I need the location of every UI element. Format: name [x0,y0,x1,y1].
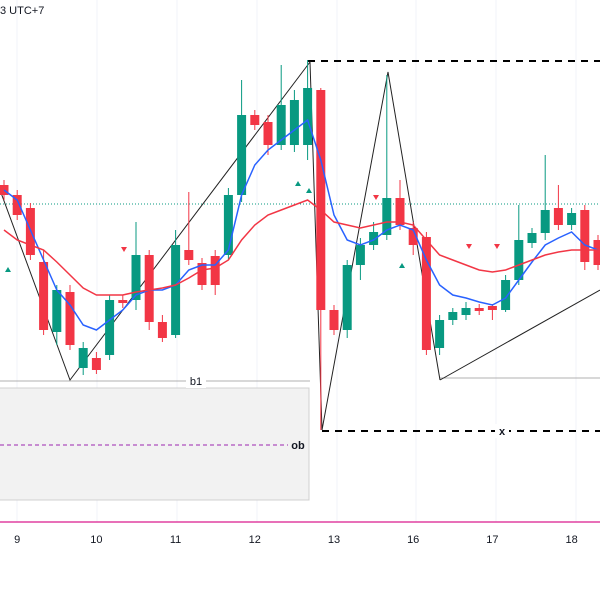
x-tick-label: 17 [486,534,498,546]
candle-body [487,306,497,310]
candle-body [421,237,431,350]
candle-body [448,312,458,320]
candle-body [593,240,600,265]
b1-label: b1 [190,376,202,388]
candle-body [303,88,313,145]
candle-body [131,255,141,300]
candle-body [12,195,22,215]
candle-body [197,263,207,285]
ob-label: ob [291,440,305,452]
candle-body [514,240,524,280]
label-bg [495,424,509,438]
candle-body [355,245,365,265]
candle-body [157,322,167,338]
moving-average [3,118,599,331]
candle-body [435,320,445,348]
candle-body [78,348,88,368]
candle-body [210,256,220,285]
candle-body [540,210,550,233]
candle-body [105,300,115,355]
candle-body [276,105,286,145]
candle-body [144,255,154,322]
candle-body [184,250,194,260]
candle-body [395,198,405,225]
candle-body [118,300,128,303]
candle-body [316,90,326,310]
candle-body [527,233,537,243]
candle-body [408,228,418,245]
marks [0,60,600,430]
candle-body [65,292,75,345]
x-label: x [499,426,506,438]
x-tick-label: 16 [407,534,419,546]
candle-body [223,195,233,255]
candle-body [461,308,471,315]
candle-body [250,115,260,125]
signals [5,181,500,272]
x-tick-label: 12 [249,534,261,546]
timezone-label: 3 UTC+7 [0,5,44,17]
trend-line [439,289,600,381]
x-tick-label: 9 [14,534,20,546]
x-tick-label: 18 [565,534,577,546]
order-block [0,387,310,501]
candle-body [329,310,339,330]
candle-body [39,262,49,330]
candle-body [91,358,101,370]
candle-body [263,122,273,145]
candle-body [289,100,299,145]
zigzag [0,60,441,431]
candle-body [52,290,62,332]
moving-average [3,199,598,296]
candle-body [580,210,590,262]
x-tick-label: 10 [90,534,102,546]
candle-body [382,198,392,235]
candle-body [237,115,247,195]
candle-body [171,245,181,335]
x-tick-label: 13 [328,534,340,546]
candle-body [342,265,352,330]
candle-body [501,280,511,310]
candle-body [369,232,379,245]
candle-body [474,308,484,311]
label-bg [186,375,206,388]
candle-body [553,208,563,225]
candle-body [567,213,577,225]
x-tick-label: 11 [170,534,181,546]
